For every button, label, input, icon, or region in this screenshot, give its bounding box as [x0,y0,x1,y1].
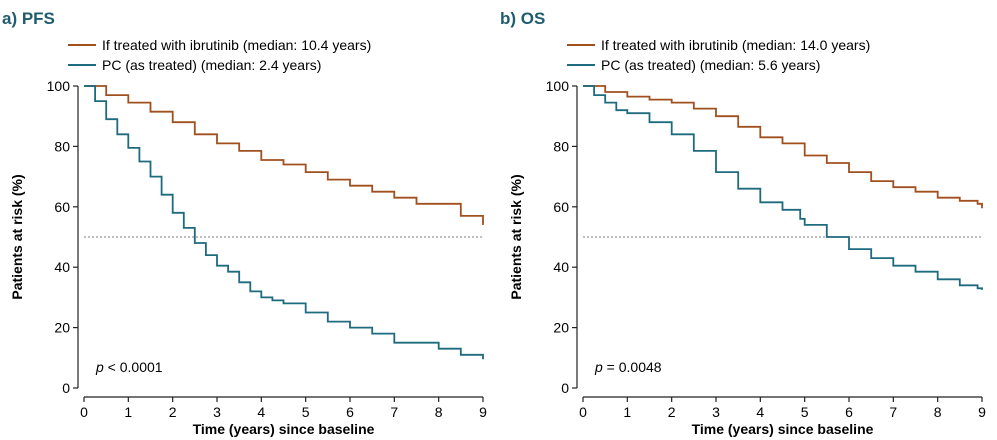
pfs-legend-label-2: PC (as treated) (median: 2.4 years) [102,57,321,73]
pfs-x-tick-label-6: 6 [346,404,354,420]
pfs-x-tick-label-9: 9 [479,404,487,420]
os-legend-label-2: PC (as treated) (median: 5.6 years) [601,57,820,73]
pfs-y-tick-label-60: 60 [54,199,70,215]
os-x-tick-label-0: 0 [579,404,587,420]
pfs-y-tick-label-40: 40 [54,259,70,275]
os-x-tick-label-1: 1 [623,404,631,420]
os-y-tick-label-80: 80 [553,138,569,154]
pfs-y-axis-title: Patients at risk (%) [9,174,25,299]
pfs-x-tick-label-3: 3 [213,404,221,420]
pfs-series-pc-line [84,85,484,360]
os-y-tick-label-60: 60 [553,199,569,215]
pfs-x-tick-label-7: 7 [390,404,398,420]
pfs-panel: a) PFS If treated with ibrutinib (median… [2,9,487,437]
pfs-y-tick-label-80: 80 [54,138,70,154]
pfs-x-tick-label-4: 4 [257,404,265,420]
pfs-x-tick-label-1: 1 [124,404,132,420]
os-x-axis-title: Time (years) since baseline [692,421,874,437]
pfs-x-tick-label-5: 5 [302,404,310,420]
pfs-p-value: < 0.0001 [104,359,163,375]
pfs-y-tick-label-20: 20 [54,320,70,336]
os-panel: b) OS If treated with ibrutinib (median:… [500,9,986,437]
os-x-tick-label-7: 7 [889,404,897,420]
pfs-x-tick-label-8: 8 [435,404,443,420]
pfs-series-ibrutinib-line [84,85,484,225]
pfs-p-symbol: p [95,359,104,375]
pfs-x-tick-label-2: 2 [169,404,177,420]
os-x-tick-label-6: 6 [845,404,853,420]
pfs-p-value-annotation: p < 0.0001 [95,359,163,375]
os-p-symbol: p [594,359,603,375]
os-x-tick-label-3: 3 [712,404,720,420]
os-panel-title: b) OS [500,9,545,28]
pfs-x-tick-label-0: 0 [80,404,88,420]
os-y-tick-label-20: 20 [553,320,569,336]
pfs-panel-title: a) PFS [2,9,55,28]
os-legend-label-1: If treated with ibrutinib (median: 14.0 … [601,37,870,53]
os-y-tick-label-0: 0 [561,380,569,396]
pfs-x-axis-title: Time (years) since baseline [193,421,375,437]
os-series-ibrutinib-line [583,85,983,209]
pfs-legend-label-1: If treated with ibrutinib (median: 10.4 … [102,37,371,53]
os-y-tick-label-40: 40 [553,259,569,275]
os-p-value-annotation: p = 0.0048 [594,359,662,375]
pfs-y-tick-label-100: 100 [47,78,71,94]
os-x-tick-label-5: 5 [801,404,809,420]
os-y-tick-label-100: 100 [546,78,570,94]
os-y-axis-title: Patients at risk (%) [508,174,524,299]
os-x-tick-label-9: 9 [978,404,986,420]
os-x-tick-label-2: 2 [668,404,676,420]
pfs-y-tick-label-0: 0 [62,380,70,396]
os-x-tick-label-4: 4 [756,404,764,420]
os-series-pc-line [583,85,983,290]
os-x-tick-label-8: 8 [934,404,942,420]
os-p-value: = 0.0048 [603,359,662,375]
